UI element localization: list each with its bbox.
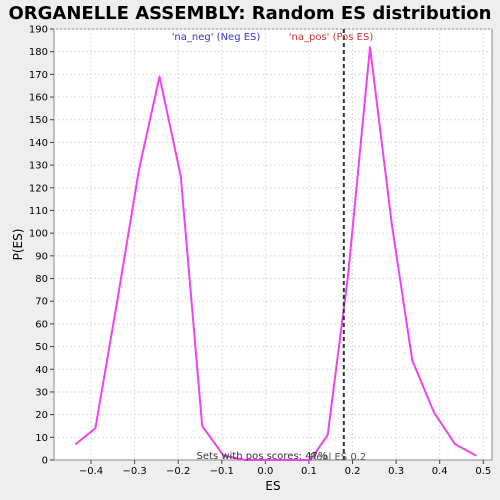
y-tick-label-2: 20 [35,410,48,421]
series-0-point-3 [138,168,140,171]
y-tick-label-5: 50 [35,342,48,353]
series-0-point-6 [201,425,203,427]
series-0-point-10 [287,459,290,461]
y-tick-label-1: 10 [35,433,48,444]
y-tick-label-0: 0 [42,456,48,467]
y-tick-label-14: 140 [29,138,48,149]
series-0-point-19 [475,454,477,457]
chart-title: ORGANELLE ASSEMBLY: Random ES distributi… [8,3,491,24]
x-tick-label-6: 0.2 [345,466,361,477]
x-tick-label-1: −0.3 [122,466,146,477]
series-0-point-13 [347,273,349,275]
x-tick-label-0: −0.4 [79,466,103,477]
series-0-point-9 [265,459,268,461]
y-tick-label-7: 70 [35,297,48,308]
series-0-point-0 [74,443,77,445]
series-0-point-17 [433,411,435,414]
series-0-point-8 [244,459,246,461]
real-es-label: Real ES 0.2 [310,452,366,463]
x-tick-label-8: 0.4 [432,466,448,477]
x-tick-label-3: −0.1 [210,466,234,477]
y-tick-label-3: 30 [35,387,48,398]
pos-es-annotation: 'na_pos' (Pos ES) [289,32,374,43]
x-tick-label-4: 0.0 [257,466,273,477]
pos-scores-footer: Sets with pos scores: 47% [197,451,328,462]
series-layer [74,46,477,461]
series-0-point-18 [454,443,456,445]
y-axis: 0 10 20 30 40 50 60 70 80 90 100 110 120 130 140 150 160… [29,25,54,467]
series-0-point-4 [158,75,161,78]
series-0-point-7 [222,454,225,457]
y-tick-label-16: 160 [29,93,48,104]
series-0-point-15 [390,223,393,225]
series-0-point-14 [369,46,371,48]
y-tick-label-15: 150 [29,115,48,126]
y-tick-label-19: 190 [29,25,48,36]
x-tick-label-9: 0.5 [475,466,491,477]
y-tick-label-12: 120 [29,183,48,194]
series-0-point-11 [309,459,312,461]
series-0-point-2 [116,300,118,303]
series-0-point-1 [94,427,97,430]
y-tick-label-9: 90 [35,251,48,262]
y-axis-label: P(ES) [11,229,25,261]
y-tick-label-13: 130 [29,161,48,172]
y-tick-label-6: 60 [35,319,48,330]
series-0-point-5 [180,175,182,178]
x-axis-label: ES [265,479,280,493]
y-tick-label-18: 180 [29,47,48,58]
y-tick-label-8: 80 [35,274,48,285]
y-tick-label-10: 100 [29,229,48,240]
y-tick-label-17: 170 [29,70,48,81]
x-tick-label-2: −0.2 [166,466,190,477]
y-tick-label-4: 40 [35,365,48,376]
y-tick-label-11: 110 [29,206,48,217]
series-line-0 [75,46,477,461]
grid-lines [54,28,492,460]
x-axis: −0.4 −0.3 −0.2 −0.1 0.0 0.1 0.2 0.3 0.4 0.5 [79,460,491,477]
series-0-point-16 [411,359,414,361]
series-0-point-12 [326,434,329,436]
x-tick-label-7: 0.3 [388,466,404,477]
neg-es-annotation: 'na_neg' (Neg ES) [172,32,261,43]
x-tick-label-5: 0.1 [301,466,317,477]
